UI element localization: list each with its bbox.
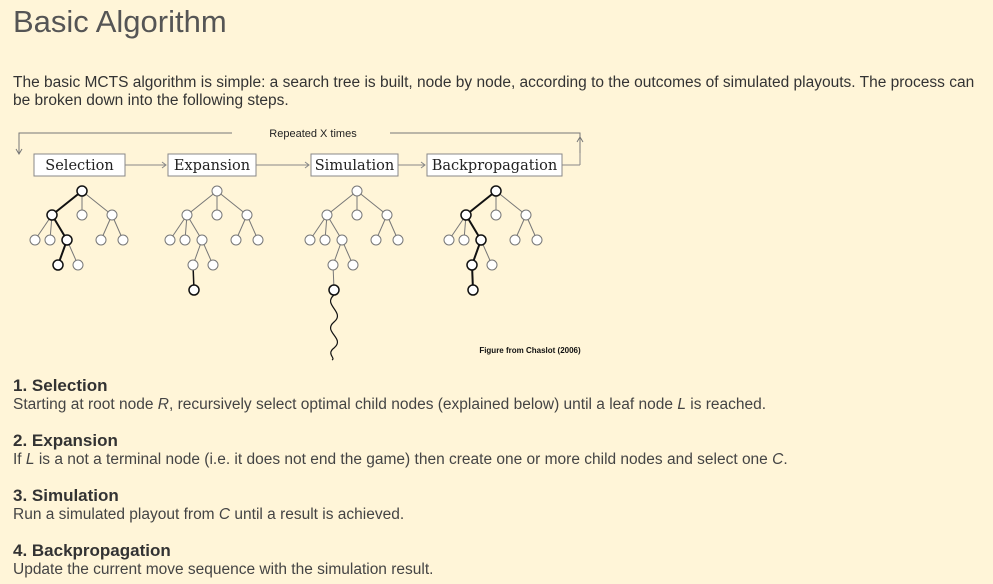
phase-box-expansion: Expansion xyxy=(167,153,257,177)
step-expansion: 2. Expansion If L is a not a terminal no… xyxy=(13,431,973,469)
loop-label: Repeated X times xyxy=(269,128,357,140)
figure-credit: Figure from Chaslot (2006) xyxy=(479,346,581,355)
phase-box-simulation: Simulation xyxy=(310,153,399,177)
phase-label-selection: Selection xyxy=(45,158,113,174)
step-title: 3. Simulation xyxy=(13,486,119,505)
phase-box-selection: Selection xyxy=(33,153,126,177)
intro-paragraph: The basic MCTS algorithm is simple: a se… xyxy=(13,74,975,109)
step-description: If L is a not a terminal node (i.e. it d… xyxy=(13,451,788,468)
step-backpropagation: 4. Backpropagation Update the current mo… xyxy=(13,541,973,579)
loop-arrow xyxy=(15,132,584,155)
tree-expansion xyxy=(164,185,264,296)
tree-simulation xyxy=(304,185,404,361)
step-title: 4. Backpropagation xyxy=(13,541,171,560)
page-title: Basic Algorithm xyxy=(13,4,227,39)
step-description: Update the current move sequence with th… xyxy=(13,561,434,578)
step-description: Starting at root node R, recursively sel… xyxy=(13,396,767,413)
phase-label-backpropagation: Backpropagation xyxy=(432,158,558,174)
mcts-figure: Repeated X times Selection Expansion Sim… xyxy=(0,120,600,365)
phase-label-simulation: Simulation xyxy=(315,158,394,174)
step-title: 1. Selection xyxy=(13,376,108,395)
step-selection: 1. Selection Starting at root node R, re… xyxy=(13,376,973,414)
step-simulation: 3. Simulation Run a simulated playout fr… xyxy=(13,486,973,524)
step-description: Run a simulated playout from C until a r… xyxy=(13,506,405,523)
tree-backpropagation xyxy=(443,185,543,296)
step-title: 2. Expansion xyxy=(13,431,118,450)
phase-label-expansion: Expansion xyxy=(174,158,250,174)
phase-arrows xyxy=(125,153,581,169)
tree-selection xyxy=(29,185,129,271)
phase-box-backpropagation: Backpropagation xyxy=(426,153,563,177)
